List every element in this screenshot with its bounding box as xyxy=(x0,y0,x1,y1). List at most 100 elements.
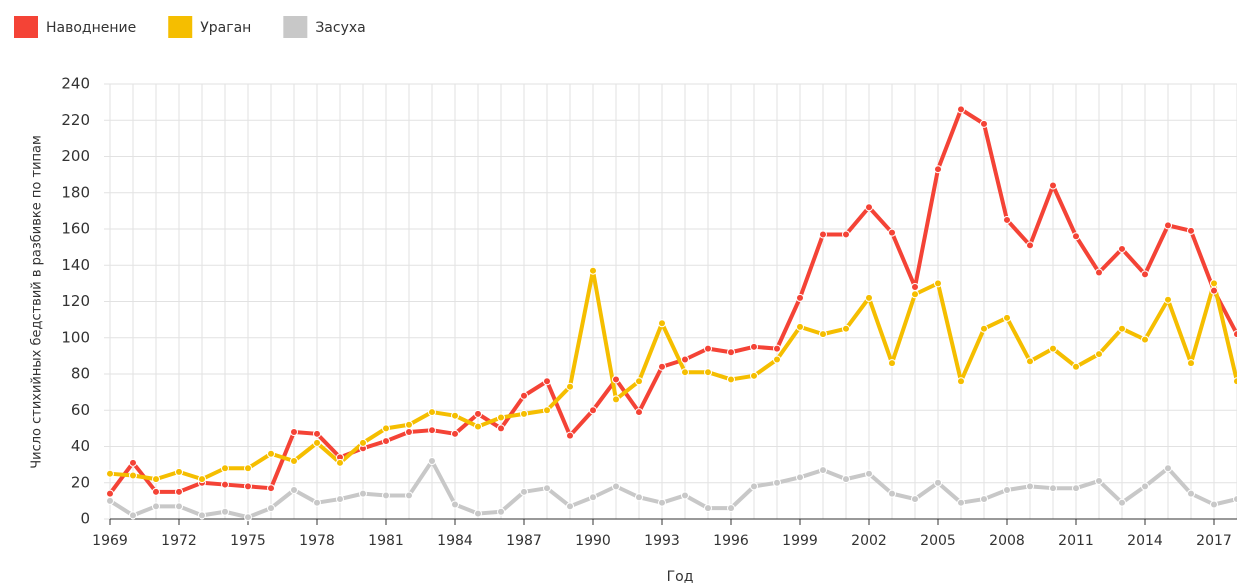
point xyxy=(658,498,666,507)
y-tick-label: 220 xyxy=(61,111,90,129)
y-tick-label: 140 xyxy=(61,256,90,274)
point xyxy=(428,426,436,435)
point xyxy=(129,511,137,520)
point xyxy=(612,375,620,384)
point xyxy=(1141,482,1149,491)
point xyxy=(359,489,367,498)
point xyxy=(1049,484,1057,493)
point xyxy=(428,408,436,417)
point xyxy=(451,411,459,420)
point xyxy=(474,509,482,518)
point xyxy=(175,502,183,511)
point xyxy=(1210,500,1218,509)
legend-swatch xyxy=(14,16,38,38)
legend-label: Ураган xyxy=(200,20,251,36)
point xyxy=(1164,295,1172,304)
point xyxy=(221,507,229,516)
point xyxy=(405,420,413,429)
y-tick-label: 20 xyxy=(71,473,90,491)
x-tick-label: 2017 xyxy=(1196,533,1232,549)
point xyxy=(566,502,574,511)
y-tick-label: 80 xyxy=(71,365,90,383)
point xyxy=(612,482,620,491)
point xyxy=(1118,324,1126,333)
x-tick-label: 1972 xyxy=(161,533,197,549)
point xyxy=(543,406,551,415)
point xyxy=(589,266,597,275)
x-tick-label: 1969 xyxy=(92,533,128,549)
point xyxy=(290,486,298,494)
point xyxy=(888,228,896,237)
point xyxy=(520,487,528,496)
y-axis-label: Число стихийных бедствий в разбивке по т… xyxy=(30,135,45,469)
point xyxy=(1026,241,1034,250)
x-tick-label: 2011 xyxy=(1058,533,1094,549)
x-tick-label: 1984 xyxy=(437,533,473,549)
point xyxy=(589,406,597,415)
point xyxy=(520,391,528,400)
point xyxy=(957,377,965,386)
point xyxy=(520,409,528,418)
point xyxy=(543,377,551,386)
x-tick-label: 1993 xyxy=(644,533,680,549)
point xyxy=(842,324,850,333)
point xyxy=(313,438,321,447)
point xyxy=(313,498,321,507)
point xyxy=(1003,313,1011,322)
legend-label: Засуха xyxy=(315,20,365,36)
point xyxy=(1003,486,1011,494)
point xyxy=(727,375,735,384)
point xyxy=(451,429,459,438)
plot xyxy=(106,105,1237,522)
point xyxy=(750,342,758,351)
point xyxy=(1118,244,1126,253)
point xyxy=(1003,215,1011,224)
point xyxy=(152,487,160,496)
point xyxy=(267,484,275,493)
x-tick-label: 1975 xyxy=(230,533,266,549)
x-tick-label: 2002 xyxy=(851,533,887,549)
point xyxy=(888,359,896,368)
point xyxy=(750,371,758,380)
point xyxy=(819,466,827,475)
point xyxy=(727,348,735,357)
point xyxy=(497,424,505,433)
point xyxy=(819,330,827,339)
point xyxy=(727,504,735,513)
point xyxy=(704,344,712,353)
point xyxy=(290,428,298,436)
point xyxy=(129,458,137,467)
point xyxy=(198,475,206,484)
point xyxy=(359,438,367,447)
point xyxy=(267,449,275,458)
point xyxy=(1141,335,1149,344)
point xyxy=(1026,357,1034,366)
point xyxy=(911,290,919,299)
y-tick-label: 160 xyxy=(61,220,90,238)
point xyxy=(589,493,597,502)
point xyxy=(1072,362,1080,371)
point xyxy=(681,491,689,500)
point xyxy=(428,457,436,465)
point xyxy=(1187,489,1195,498)
y-tick-label: 180 xyxy=(61,183,90,201)
legend-label: Наводнение xyxy=(46,20,136,36)
point xyxy=(106,469,114,478)
point xyxy=(152,502,160,511)
y-tick-label: 0 xyxy=(80,510,90,528)
point xyxy=(658,319,666,328)
point xyxy=(1095,350,1103,359)
point xyxy=(1049,344,1057,353)
point xyxy=(658,362,666,371)
x-tick-label: 1978 xyxy=(299,533,335,549)
x-tick-label: 1999 xyxy=(782,533,818,549)
point xyxy=(221,480,229,489)
point xyxy=(681,368,689,377)
point xyxy=(1233,330,1237,339)
point xyxy=(842,475,850,484)
point xyxy=(1164,221,1172,230)
point xyxy=(221,464,229,473)
point xyxy=(244,513,252,522)
legend-swatch xyxy=(168,16,193,38)
point xyxy=(451,500,459,509)
